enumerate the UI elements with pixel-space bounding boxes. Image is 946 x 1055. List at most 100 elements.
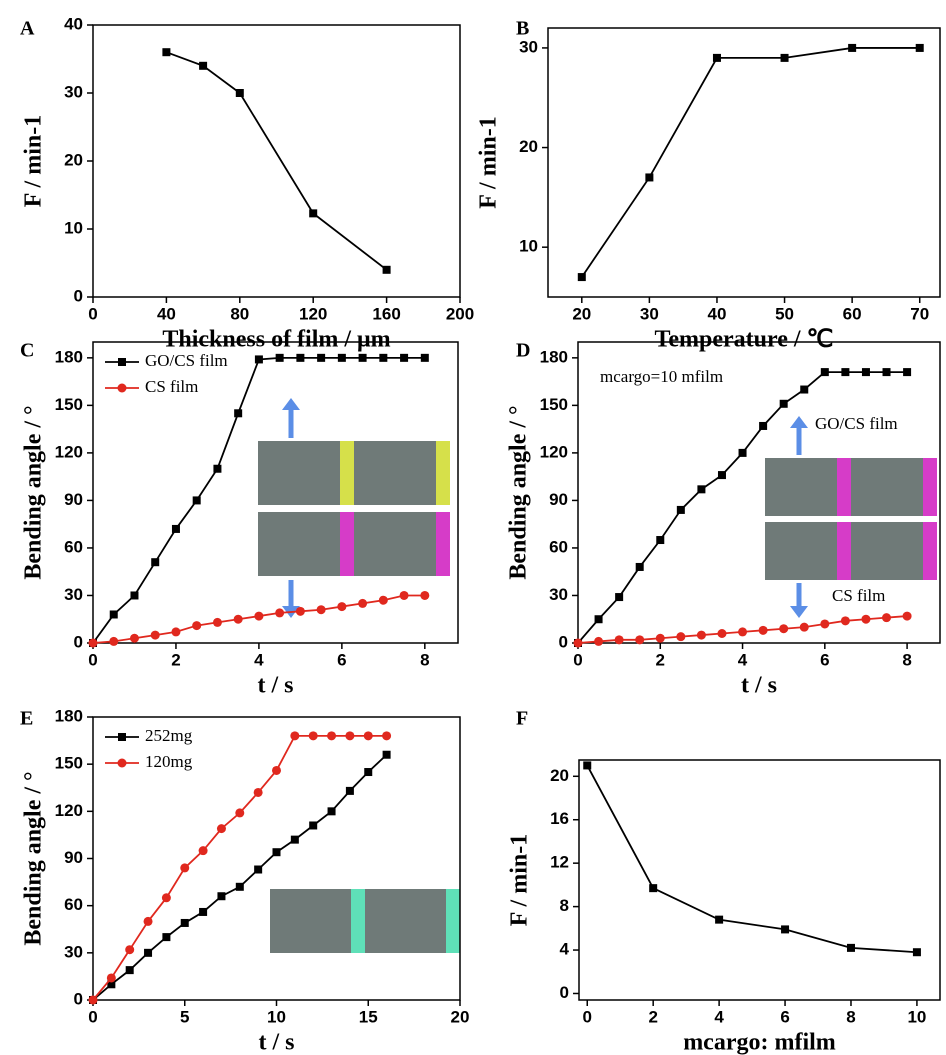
data-point: [308, 731, 318, 741]
data-point: [235, 808, 245, 818]
x-tick-label: 0: [583, 1007, 592, 1026]
x-tick-label: 6: [820, 650, 829, 669]
data-point: [379, 353, 388, 362]
data-point: [317, 353, 326, 362]
y-tick-label: 0: [74, 632, 83, 651]
data-point: [345, 786, 354, 795]
y-axis-label: F / min-1: [476, 116, 502, 208]
x-tick-label: 10: [907, 1007, 926, 1026]
y-tick-label: 0: [74, 989, 83, 1008]
x-tick-label: 40: [708, 304, 727, 323]
plot-frame: [578, 759, 941, 1001]
legend-label: GO/CS film: [145, 351, 228, 370]
data-point: [841, 368, 850, 377]
plot-frame: [577, 341, 941, 644]
data-point: [199, 61, 208, 70]
x-axis-label: t / s: [259, 1030, 295, 1055]
data-point: [290, 835, 299, 844]
data-point: [615, 593, 624, 602]
y-axis-label: Bending angle / °: [506, 405, 532, 579]
data-point: [272, 765, 281, 775]
x-tick-label: 0: [88, 304, 97, 323]
y-tick-label: 10: [519, 237, 538, 256]
data-point: [125, 966, 134, 975]
x-tick-label: 50: [775, 304, 794, 323]
data-point: [800, 385, 809, 394]
series-line: [586, 765, 917, 954]
data-point: [337, 353, 346, 362]
x-tick-label: 60: [843, 304, 862, 323]
data-point: [345, 731, 355, 741]
x-axis-label: Temperature / ℃: [655, 327, 834, 353]
data-point: [882, 368, 891, 377]
y-tick-label: 180: [55, 347, 83, 366]
y-tick-label: 0: [74, 286, 83, 305]
y-tick-label: 60: [64, 895, 83, 914]
x-axis-label: Thickness of film / μm: [162, 327, 390, 353]
y-tick-label: 20: [64, 150, 83, 169]
y-tick-label: 180: [540, 347, 568, 366]
data-point: [915, 43, 924, 52]
inset-strip: [436, 441, 450, 505]
data-point: [420, 353, 429, 362]
data-point: [88, 995, 98, 1005]
panel-label: D: [516, 340, 530, 362]
data-point: [107, 980, 116, 989]
data-point: [234, 409, 243, 418]
data-point: [88, 638, 98, 648]
data-point: [382, 265, 391, 274]
data-point: [614, 635, 624, 645]
annotation: mcargo=10 mfilm: [600, 367, 723, 386]
data-point: [272, 848, 281, 857]
data-point: [316, 605, 326, 615]
data-point: [676, 632, 686, 642]
arrow-head: [790, 606, 808, 618]
data-point: [254, 611, 264, 621]
data-point: [738, 448, 747, 457]
legend-marker: [117, 383, 127, 393]
data-point: [656, 536, 665, 545]
series-label: CS film: [832, 586, 885, 605]
data-point: [130, 591, 139, 600]
y-tick-label: 8: [560, 896, 569, 915]
x-axis-label: mcargo: mfilm: [683, 1030, 836, 1055]
y-tick-label: 40: [64, 14, 83, 33]
data-point: [254, 865, 263, 874]
data-point: [902, 611, 912, 621]
x-tick-label: 4: [738, 650, 748, 669]
y-tick-label: 150: [55, 395, 83, 414]
plot-frame: [547, 27, 941, 298]
data-point: [150, 630, 160, 640]
data-point: [759, 421, 768, 430]
data-point: [780, 53, 789, 62]
data-point: [820, 368, 829, 377]
data-point: [799, 622, 809, 632]
data-point: [655, 633, 665, 643]
inset-strip: [837, 522, 851, 580]
data-point: [717, 471, 726, 480]
y-tick-label: 90: [64, 490, 83, 509]
x-tick-label: 2: [171, 650, 180, 669]
panel-label: F: [516, 708, 528, 730]
inset-strip: [837, 458, 851, 516]
y-tick-label: 30: [64, 585, 83, 604]
legend-marker: [118, 358, 126, 366]
y-tick-label: 20: [519, 137, 538, 156]
data-point: [912, 948, 921, 957]
y-tick-label: 16: [550, 809, 569, 828]
inset-strip: [340, 441, 354, 505]
series-label: GO/CS film: [815, 414, 898, 433]
x-tick-label: 15: [359, 1007, 378, 1026]
y-tick-label: 0: [560, 983, 569, 1002]
data-point: [358, 598, 368, 608]
panel-label: A: [20, 18, 35, 40]
y-tick-label: 90: [64, 848, 83, 867]
data-point: [635, 635, 645, 645]
panel-label: B: [516, 18, 529, 40]
data-point: [327, 807, 336, 816]
data-point: [296, 353, 305, 362]
data-point: [213, 464, 222, 473]
plot-frame: [92, 24, 461, 298]
x-tick-label: 6: [337, 650, 346, 669]
x-tick-label: 80: [230, 304, 249, 323]
